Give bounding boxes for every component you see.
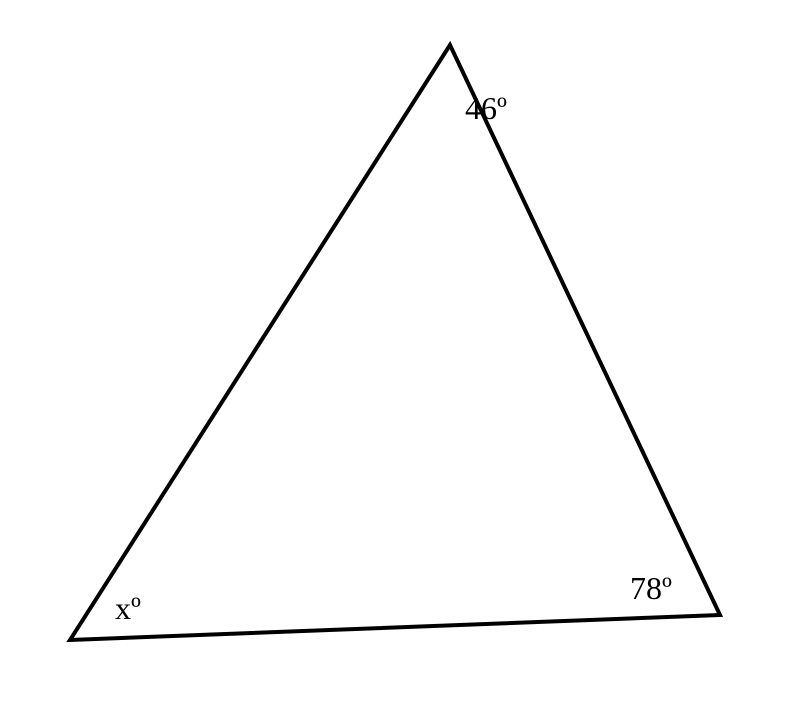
triangle-shape xyxy=(70,45,720,640)
angle-label-right: 78º xyxy=(630,570,672,607)
triangle-diagram: 46º xº 78º xyxy=(0,0,800,707)
angle-label-left: xº xyxy=(115,590,141,627)
angle-label-top: 46º xyxy=(465,90,507,127)
